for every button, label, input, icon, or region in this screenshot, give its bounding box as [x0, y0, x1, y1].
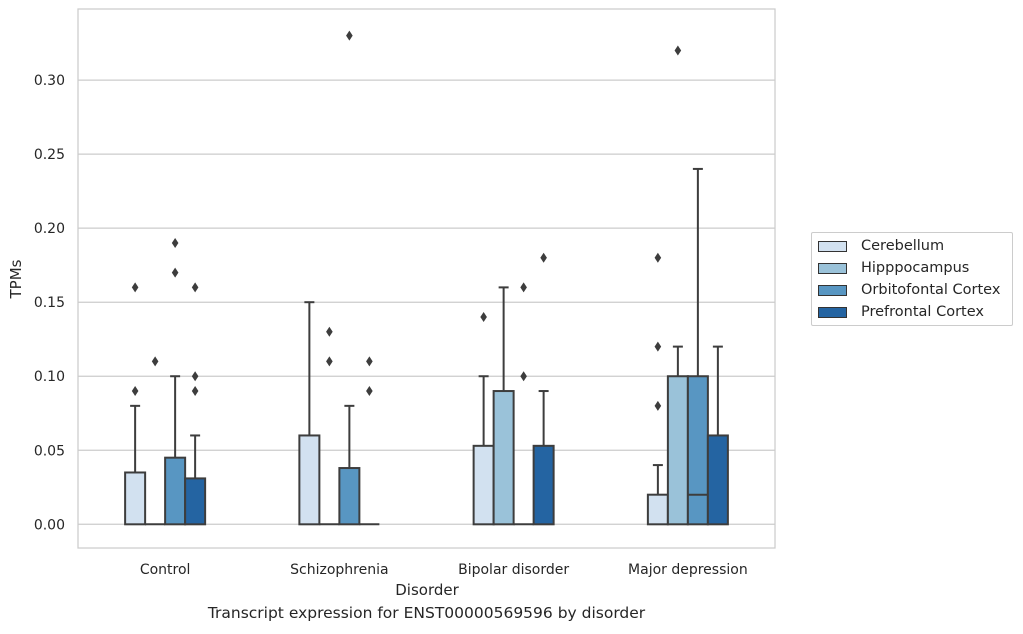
x-tick-label: Major depression [628, 562, 748, 578]
box-body [532, 444, 555, 526]
outlier-point [346, 30, 353, 41]
y-axis-label: TPMs [7, 259, 25, 299]
box-hipppocampus [145, 356, 166, 526]
box-body [666, 375, 689, 526]
box-cerebellum [298, 301, 321, 526]
box-body [472, 444, 495, 526]
legend-item-cerebellum: Cerebellum [818, 236, 944, 256]
box-cerebellum [472, 312, 495, 526]
outlier-point [654, 400, 662, 411]
x-tick-label: Schizophrenia [290, 562, 388, 578]
legend: Cerebellum Hipppocampus Orbitofontal Cor… [811, 232, 1013, 326]
outlier-point [131, 282, 139, 293]
y-tick-labels: 0.00 0.05 0.10 0.15 0.20 0.25 0.30 [34, 73, 65, 533]
box-prefrontal-cortex [532, 252, 555, 526]
legend-item-hippocampus: Hipppocampus [818, 258, 969, 278]
y-tick-label: 0.15 [34, 295, 65, 311]
outlier-point [191, 371, 199, 382]
outlier-point [674, 45, 682, 56]
legend-label: Cerebellum [861, 238, 945, 254]
outlier-point [131, 386, 139, 397]
x-tick-label: Bipolar disorder [458, 562, 569, 578]
legend-swatch-hippocampus [818, 262, 847, 274]
box-orbitofontal-cortex [513, 282, 534, 526]
outlier-point [326, 326, 333, 337]
box-groups [124, 30, 729, 526]
legend-swatch-cerebellum [818, 240, 847, 252]
y-tick-label: 0.20 [34, 221, 65, 237]
outlier-point [366, 386, 373, 397]
box-body [646, 493, 669, 526]
box-hipppocampus [492, 286, 515, 526]
box-body [184, 477, 207, 526]
box-prefrontal-cortex [184, 282, 207, 526]
box-body [298, 434, 321, 526]
y-tick-label: 0.10 [34, 369, 65, 385]
box-body [124, 471, 147, 526]
outlier-point [171, 237, 179, 248]
x-tick-labels: Control Schizophrenia Bipolar disorder Majo… [140, 562, 748, 578]
legend-swatch-orbitofrontal [818, 284, 847, 296]
box-body [706, 434, 729, 526]
outlier-point [326, 356, 333, 367]
plot-frame [77, 8, 776, 549]
x-axis-label: Disorder [395, 581, 459, 599]
y-tick-label: 0.25 [34, 147, 65, 163]
box-body [164, 456, 187, 526]
y-tick-label: 0.05 [34, 443, 65, 459]
box-prefrontal-cortex [706, 345, 729, 526]
figure-caption: Transcript expression for ENST0000056959… [207, 604, 646, 622]
box-cerebellum [646, 252, 669, 526]
box-prefrontal-cortex [359, 356, 380, 526]
box-body [492, 390, 515, 526]
box-body [686, 375, 709, 526]
legend-item-orbitofrontal: Orbitofontal Cortex [818, 280, 1000, 300]
outlier-point [540, 252, 547, 263]
outlier-point [520, 371, 527, 382]
x-tick-label: Control [140, 562, 191, 578]
legend-label: Prefrontal Cortex [861, 304, 984, 320]
box-orbitofontal-cortex [164, 237, 187, 526]
outlier-point [191, 386, 199, 397]
box-orbitofontal-cortex [686, 167, 709, 526]
y-tick-label: 0.30 [34, 73, 65, 89]
legend-swatch-prefrontal [818, 306, 847, 318]
outlier-point [171, 267, 179, 278]
outlier-point [366, 356, 373, 367]
legend-label: Orbitofontal Cortex [861, 282, 1001, 298]
box-orbitofontal-cortex [338, 30, 361, 526]
box-cerebellum [124, 282, 147, 526]
outlier-point [151, 356, 159, 367]
box-hipppocampus [319, 326, 340, 526]
outlier-point [480, 312, 487, 322]
legend-label: Hipppocampus [861, 260, 970, 276]
outlier-point [654, 252, 662, 263]
box-body [338, 467, 361, 526]
outlier-point [654, 341, 662, 352]
outlier-point [191, 282, 199, 293]
outlier-point [520, 282, 527, 293]
y-tick-label: 0.00 [34, 517, 65, 533]
legend-item-prefrontal: Prefrontal Cortex [818, 302, 984, 322]
box-hipppocampus [666, 45, 689, 526]
